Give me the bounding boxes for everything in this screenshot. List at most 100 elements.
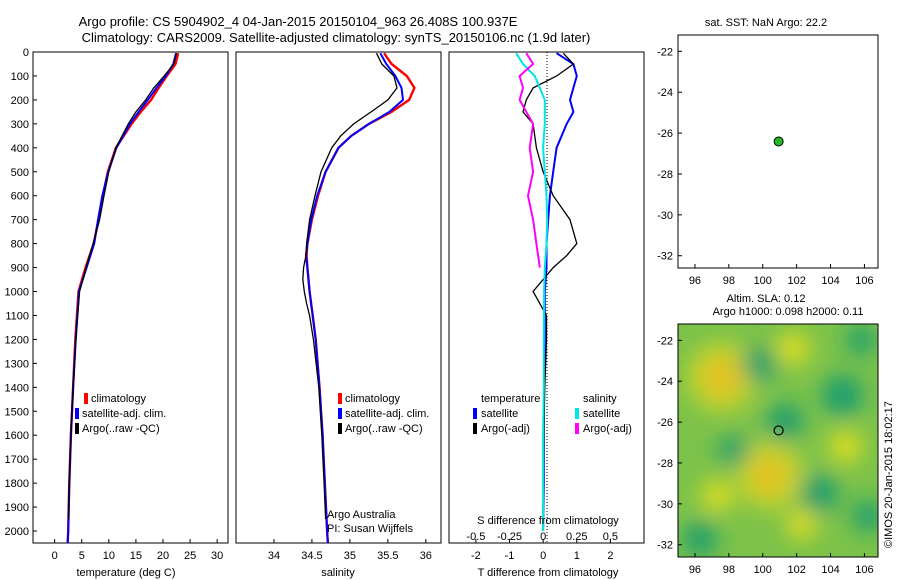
sla-low-anomaly bbox=[851, 500, 878, 533]
legend-argo: Argo(..raw -QC) bbox=[345, 423, 423, 435]
legend-climatology-swatch bbox=[84, 393, 88, 404]
location-map-axes: 96 98 100 102 104 106 -22 -24 -26 -28 -30 -32 bbox=[657, 46, 874, 287]
t-difference-tick-label: 0 bbox=[540, 550, 546, 562]
altimetry-y-tick-label: -26 bbox=[657, 417, 673, 429]
series-line-argo-raw-qc- bbox=[302, 52, 398, 520]
depth-tick-label: 800 bbox=[11, 239, 29, 251]
depth-tick-label: 1300 bbox=[5, 358, 29, 370]
t-difference-tick-label: -1 bbox=[505, 550, 515, 562]
legend-climatology-swatch bbox=[338, 393, 342, 404]
sla-low-anomaly bbox=[742, 347, 777, 383]
temperature-panel: 0100200300400500600700800900100011001200… bbox=[5, 47, 229, 579]
sla-high-anomaly-halo bbox=[686, 341, 758, 413]
location-x-tick-label: 98 bbox=[723, 275, 735, 287]
salinity-plot-frame bbox=[235, 51, 442, 544]
altimetry-title-line1: Altim. SLA: 0.12 bbox=[727, 293, 806, 305]
location-x-tick-label: 100 bbox=[754, 275, 772, 287]
t-difference-tick-label: 2 bbox=[607, 550, 613, 562]
location-x-tick-label: 96 bbox=[689, 275, 701, 287]
series-line-climatology bbox=[305, 52, 416, 544]
altimetry-x-tick-label: 100 bbox=[754, 564, 772, 576]
series-line-climatology bbox=[66, 52, 180, 544]
sla-low-anomaly bbox=[799, 474, 839, 514]
altimetry-title-line2: Argo h1000: 0.098 h2000: 0.11 bbox=[713, 306, 864, 318]
depth-tick-label: 200 bbox=[11, 95, 29, 107]
depth-tick-label: 1800 bbox=[5, 478, 29, 490]
sla-high-anomaly bbox=[829, 430, 863, 464]
location-map-frame bbox=[677, 34, 879, 269]
location-x-tick-label: 106 bbox=[855, 275, 873, 287]
differences-legend: temperature salinity satellite Argo(-adj… bbox=[473, 393, 632, 435]
legend-satellite-swatch bbox=[75, 408, 79, 419]
s-difference-tick-label: 0.5 bbox=[603, 531, 618, 543]
altimetry-map-axes: 96 98 100 102 104 106 -22 -24 -26 -28 -30 -32 bbox=[657, 335, 874, 576]
salinity-tick-label: 34.5 bbox=[301, 550, 322, 562]
location-x-tick-label: 104 bbox=[821, 275, 839, 287]
sla-low-anomaly bbox=[821, 374, 864, 417]
depth-tick-label: 500 bbox=[11, 167, 29, 179]
depth-tick-label: 600 bbox=[11, 191, 29, 203]
imos-credit: ©IMOS 20-Jan-2015 18:02:17 bbox=[883, 401, 895, 548]
altimetry-map-frame bbox=[677, 323, 879, 558]
legend-temp-satellite: satellite bbox=[481, 408, 518, 420]
legend-climatology: climatology bbox=[345, 393, 401, 405]
legend-argo: Argo(..raw -QC) bbox=[82, 423, 160, 435]
depth-tick-label: 1000 bbox=[5, 287, 29, 299]
salinity-legend: climatology satellite-adj. clim. Argo(..… bbox=[338, 393, 429, 435]
depth-tick-label: 1200 bbox=[5, 334, 29, 346]
depth-tick-label: 1400 bbox=[5, 382, 29, 394]
sla-high-anomaly bbox=[786, 508, 818, 540]
depth-tick-label: 1600 bbox=[5, 430, 29, 442]
legend-sal-argo: Argo(-adj) bbox=[583, 423, 632, 435]
sla-low-anomaly bbox=[846, 325, 876, 356]
legend-temp-argo: Argo(-adj) bbox=[481, 423, 530, 435]
temperature-tick-label: 30 bbox=[211, 550, 223, 562]
legend-argo-swatch bbox=[338, 423, 342, 434]
temperature-legend: climatology satellite-adj. clim. Argo(..… bbox=[75, 393, 166, 435]
salinity-series bbox=[302, 52, 416, 544]
series-line-temperature-satellite bbox=[542, 52, 578, 532]
salinity-xlabel: salinity bbox=[321, 567, 355, 579]
location-map-title: sat. SST: NaN Argo: 22.2 bbox=[705, 17, 827, 29]
location-y-tick-label: -28 bbox=[657, 169, 673, 181]
temperature-series bbox=[66, 52, 180, 544]
salinity-tick-label: 34 bbox=[268, 550, 280, 562]
altimetry-x-tick-label: 96 bbox=[689, 564, 701, 576]
pi-note: PI: Susan Wijffels bbox=[327, 523, 413, 535]
s-difference-tick-label: -0.5 bbox=[466, 531, 485, 543]
legend-temperature-title: temperature bbox=[481, 393, 540, 405]
location-map-points bbox=[773, 136, 784, 147]
series-line-argo-raw-qc- bbox=[67, 53, 178, 520]
sla-low-anomaly bbox=[682, 521, 718, 556]
temperature-tick-label: 0 bbox=[52, 550, 58, 562]
altimetry-y-tick-label: -30 bbox=[657, 499, 673, 511]
salinity-panel: 34 34.5 35 35.5 36 salinity climatology sate… bbox=[235, 51, 442, 579]
location-y-tick-label: -22 bbox=[657, 46, 673, 58]
header-line2: Climatology: CARS2009. Satellite-adjuste… bbox=[82, 30, 591, 45]
temperature-x-axis: 0 5 10 15 20 25 30 bbox=[52, 539, 223, 562]
depth-tick-label: 1100 bbox=[5, 310, 29, 322]
temperature-tick-label: 25 bbox=[184, 550, 196, 562]
legend-sal-satellite-swatch bbox=[575, 408, 579, 419]
location-y-tick-label: -26 bbox=[657, 128, 673, 140]
sla-high-anomaly-halo bbox=[735, 441, 804, 510]
depth-tick-label: 700 bbox=[11, 215, 29, 227]
argo-location-point bbox=[773, 136, 784, 147]
location-y-tick-label: -24 bbox=[657, 87, 673, 99]
sla-high-anomaly bbox=[700, 479, 733, 512]
location-map-panel: sat. SST: NaN Argo: 22.2 96 98 100 102 104 10… bbox=[657, 17, 879, 287]
depth-tick-label: 0 bbox=[23, 47, 29, 59]
location-y-tick-label: -30 bbox=[657, 210, 673, 222]
s-difference-tick-label: 0 bbox=[540, 531, 546, 543]
altimetry-y-tick-label: -22 bbox=[657, 335, 673, 347]
sla-heatmap bbox=[678, 324, 878, 557]
depth-tick-label: 2000 bbox=[5, 526, 29, 538]
argo-location-marker bbox=[773, 425, 784, 436]
altimetry-x-tick-label: 106 bbox=[855, 564, 873, 576]
legend-sal-satellite: satellite bbox=[583, 408, 620, 420]
altimetry-y-tick-label: -24 bbox=[657, 376, 673, 388]
s-difference-label: S difference from climatology bbox=[477, 515, 619, 527]
altimetry-x-tick-label: 98 bbox=[723, 564, 735, 576]
altimetry-y-tick-label: -28 bbox=[657, 458, 673, 470]
